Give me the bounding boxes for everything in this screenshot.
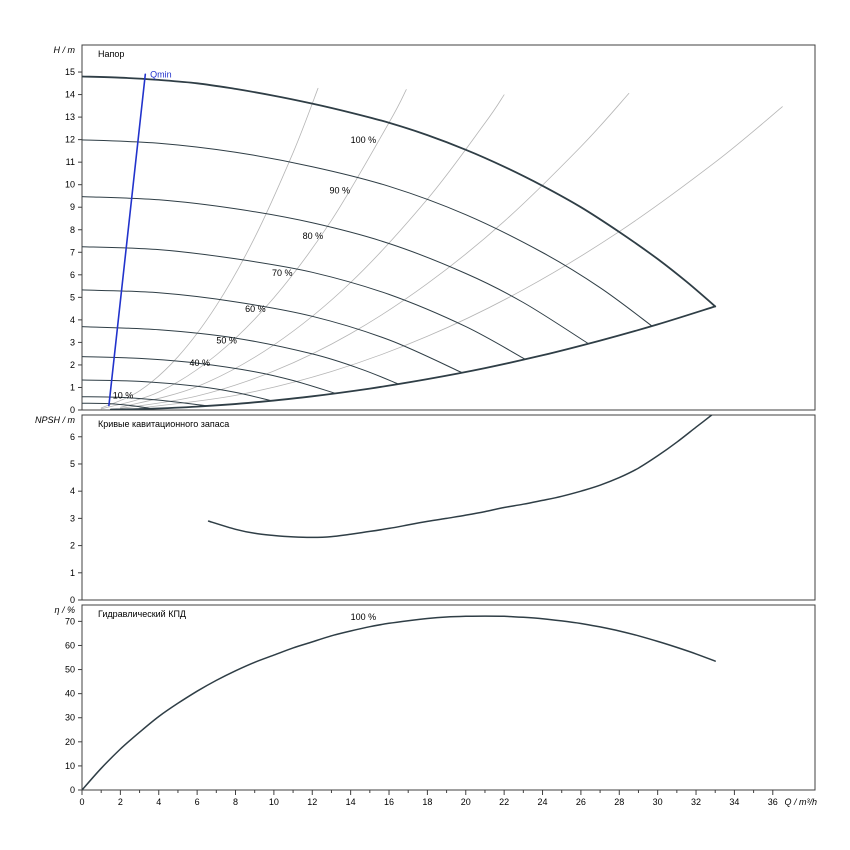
speed-curve-70 bbox=[82, 246, 526, 360]
y-tick-label: 30 bbox=[65, 713, 75, 723]
x-tick-label: 10 bbox=[269, 797, 279, 807]
y-tick-label: 5 bbox=[70, 292, 75, 302]
y-tick-label: 8 bbox=[70, 225, 75, 235]
x-axis: 0 2 4 6 8 10 12 14 16 18 20 22 24 26 28 30 32 34 36 Q / m³/… bbox=[79, 790, 817, 807]
panel-title-eff: Гидравлический КПД bbox=[98, 609, 186, 619]
speed-curve-50 bbox=[82, 326, 400, 385]
speed-curve-40 bbox=[82, 356, 336, 394]
x-tick-label: 28 bbox=[614, 797, 624, 807]
x-tick-label: 34 bbox=[729, 797, 739, 807]
x-tick-label: 16 bbox=[384, 797, 394, 807]
curve-label: 90 % bbox=[330, 186, 351, 196]
y-tick-label: 40 bbox=[65, 689, 75, 699]
speed-curve-90 bbox=[82, 139, 653, 327]
x-tick-label: 14 bbox=[346, 797, 356, 807]
y-tick-label: 0 bbox=[70, 405, 75, 415]
qmin-limit-line bbox=[108, 73, 147, 407]
panel-npsh: 0 1 2 3 4 5 6 Кривые кавитационного запаса NPSH … bbox=[35, 414, 816, 605]
y-tick-label: 60 bbox=[65, 640, 75, 650]
x-tick-label: 2 bbox=[118, 797, 123, 807]
x-tick-label: 18 bbox=[422, 797, 432, 807]
speed-curve-60 bbox=[82, 289, 463, 374]
y-tick-label: 70 bbox=[65, 616, 75, 626]
y-tick-label: 15 bbox=[65, 67, 75, 77]
x-tick-label: 30 bbox=[653, 797, 663, 807]
speed-curve-20 bbox=[82, 396, 210, 407]
y-tick-label: 9 bbox=[70, 202, 75, 212]
curve-label: 100 % bbox=[351, 612, 377, 622]
x-tick-label: 20 bbox=[461, 797, 471, 807]
y-tick-label: 12 bbox=[65, 135, 75, 145]
y-tick-label: 7 bbox=[70, 247, 75, 257]
curve-label: 100 % bbox=[351, 135, 377, 145]
affinity-line-1 bbox=[100, 87, 319, 409]
y-tick-label: 3 bbox=[70, 337, 75, 347]
y-tick-label: 14 bbox=[65, 90, 75, 100]
y-tick-label: 2 bbox=[70, 360, 75, 370]
curve-label: 80 % bbox=[303, 231, 324, 241]
curve-label: 10 % bbox=[113, 391, 134, 401]
x-tick-label: 8 bbox=[233, 797, 238, 807]
speed-curve-100-envelope-top bbox=[82, 75, 717, 308]
y-tick-label: 0 bbox=[70, 595, 75, 605]
x-tick-label: 22 bbox=[499, 797, 509, 807]
y-tick-label: 10 bbox=[65, 180, 75, 190]
curve-label: 40 % bbox=[189, 358, 210, 368]
control-range-lower-limit bbox=[109, 305, 717, 410]
curve-label: 50 % bbox=[216, 336, 237, 346]
y-axis-label-head: H / m bbox=[54, 45, 76, 55]
speed-curve-80 bbox=[82, 196, 590, 345]
x-tick-label: 6 bbox=[195, 797, 200, 807]
efficiency-curve bbox=[82, 615, 716, 790]
x-tick-label: 12 bbox=[307, 797, 317, 807]
npsh-curve bbox=[207, 415, 713, 539]
x-tick-label: 4 bbox=[156, 797, 161, 807]
y-tick-label: 10 bbox=[65, 761, 75, 771]
affinity-line-2 bbox=[100, 89, 407, 410]
x-tick-label: 24 bbox=[538, 797, 548, 807]
speed-curve-30 bbox=[82, 379, 273, 402]
panel-title-npsh: Кривые кавитационного запаса bbox=[98, 419, 229, 429]
x-tick-label: 26 bbox=[576, 797, 586, 807]
panel-eff-frame bbox=[81, 604, 816, 791]
y-axis-label-npsh: NPSH / m bbox=[35, 415, 76, 425]
panel-npsh-frame bbox=[81, 414, 816, 601]
panel-head-frame bbox=[81, 44, 816, 411]
panel-eff: 0 10 20 30 40 50 60 70 100 % Гидравлический КПД η … bbox=[54, 604, 816, 795]
x-axis-label: Q / m³/h bbox=[784, 797, 817, 807]
y-tick-label: 4 bbox=[70, 486, 75, 496]
y-tick-label: 11 bbox=[66, 157, 75, 167]
y-tick-label: 2 bbox=[70, 541, 75, 551]
speed-curve-10 bbox=[82, 402, 150, 409]
x-tick-label: 36 bbox=[768, 797, 778, 807]
y-tick-label: 6 bbox=[70, 270, 75, 280]
curve-label: 60 % bbox=[245, 304, 266, 314]
y-tick-label: 20 bbox=[65, 737, 75, 747]
curve-label: 70 % bbox=[272, 268, 293, 278]
x-tick-label: 0 bbox=[79, 797, 84, 807]
y-axis-label-eff: η / % bbox=[54, 605, 75, 615]
y-tick-label: 6 bbox=[70, 432, 75, 442]
y-tick-label: 1 bbox=[70, 568, 75, 578]
y-tick-label: 50 bbox=[65, 665, 75, 675]
curve-label: Qmin bbox=[150, 70, 172, 80]
y-tick-label: 4 bbox=[70, 315, 75, 325]
y-tick-label: 1 bbox=[70, 382, 75, 392]
y-tick-label: 13 bbox=[65, 112, 75, 122]
panel-title-head: Напор bbox=[98, 49, 124, 59]
x-tick-label: 32 bbox=[691, 797, 701, 807]
y-tick-label: 3 bbox=[70, 513, 75, 523]
y-tick-label: 5 bbox=[70, 459, 75, 469]
affinity-line-5 bbox=[139, 106, 783, 409]
affinity-line-4 bbox=[120, 93, 630, 409]
y-tick-label: 0 bbox=[70, 785, 75, 795]
